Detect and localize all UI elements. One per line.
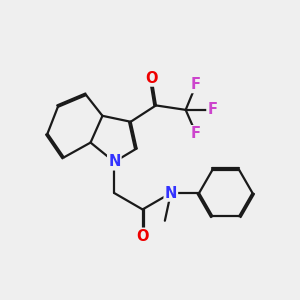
Text: O: O	[136, 229, 149, 244]
Text: F: F	[191, 77, 201, 92]
Text: F: F	[207, 102, 218, 117]
Text: N: N	[108, 154, 121, 169]
Text: N: N	[165, 186, 177, 201]
Text: O: O	[145, 70, 158, 86]
Text: F: F	[191, 126, 201, 141]
